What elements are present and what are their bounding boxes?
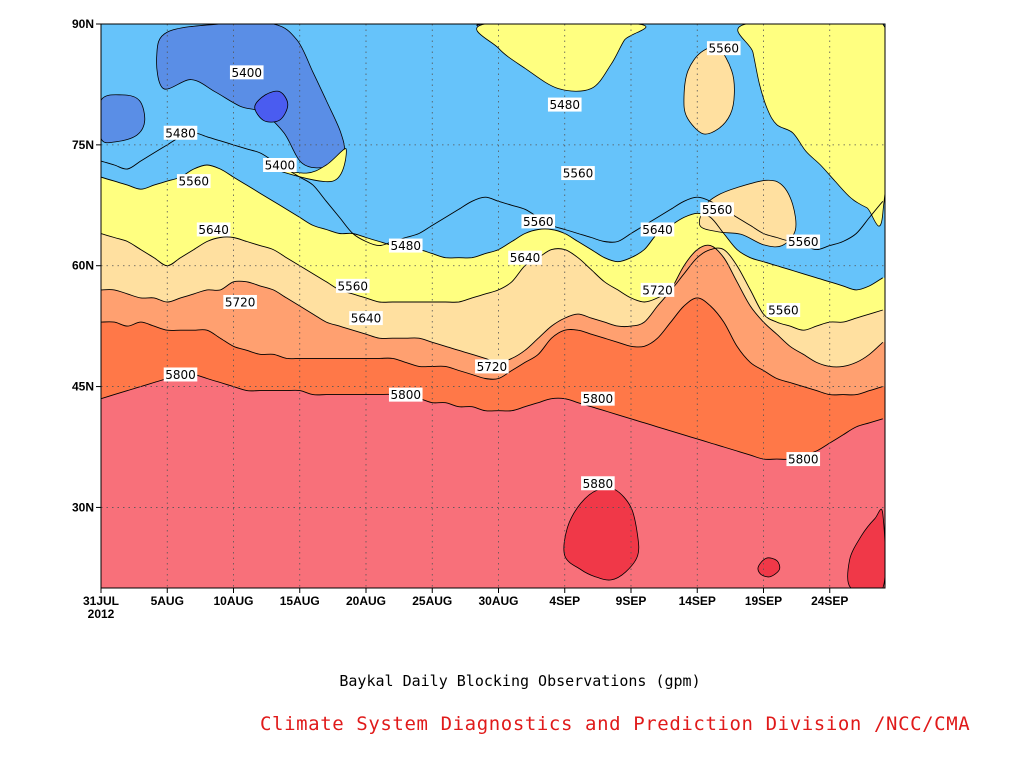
feature-high-1	[757, 557, 781, 578]
x-tick-label: 30AUG	[478, 594, 518, 608]
contour-label: 5560	[708, 42, 739, 56]
x-tick-label: 19SEP	[745, 594, 782, 608]
contour-line-5400	[101, 132, 884, 251]
x-tick-label: 5AUG	[151, 594, 184, 608]
x-tick-label: 10AUG	[213, 594, 253, 608]
contour-label: 5800	[788, 453, 819, 467]
plot-area	[101, 24, 885, 588]
contour-label: 5800	[583, 392, 614, 406]
contour-label: 5480	[390, 239, 421, 253]
contour-label-box-8	[561, 166, 595, 181]
plot-frame	[100, 23, 886, 589]
feature-band5480-15	[272, 148, 347, 183]
contour-label-box-15	[508, 250, 542, 265]
contour-line-5480	[101, 164, 884, 291]
x-tick-label: 14SEP	[679, 594, 716, 608]
feature-high-0	[563, 487, 640, 581]
x-tick-sublabel: 2012	[88, 607, 115, 621]
band-fill-5800	[101, 373, 885, 588]
contour-label: 5800	[165, 368, 196, 382]
contour-line-5560	[101, 233, 883, 331]
contour-label: 5720	[477, 360, 508, 374]
contour-label: 5400	[265, 159, 296, 173]
contour-label: 5560	[178, 175, 209, 189]
contour-label: 5640	[198, 223, 229, 237]
x-tick-label: 15AUG	[280, 594, 320, 608]
contour-label: 5560	[768, 304, 799, 318]
contour-label-box-11	[786, 234, 821, 249]
contour-line-5800	[101, 373, 883, 460]
contour-label: 5880	[583, 477, 614, 491]
contour-label-box-14	[349, 311, 383, 326]
contour-label-box-3	[388, 238, 423, 253]
x-tick-label: 31JUL	[83, 594, 119, 608]
contour-label-box-13	[196, 222, 231, 237]
contour-label-box-5	[176, 174, 211, 189]
x-tick-label: 4SEP	[549, 594, 580, 608]
chart-title: Baykal Daily Blocking Observations (gpm)	[339, 672, 701, 690]
x-tick-label: 25AUG	[412, 594, 452, 608]
contour-label: 5640	[510, 251, 541, 265]
y-tick-label: 60N	[72, 259, 94, 273]
contour-label: 5640	[351, 312, 382, 326]
contour-label-box-9	[706, 41, 741, 56]
contour-label: 5560	[523, 215, 554, 229]
contour-label: 5480	[165, 126, 196, 140]
contour-label: 5640	[642, 223, 673, 237]
contour-label-box-7	[521, 214, 556, 229]
gridlines	[101, 24, 885, 588]
contour-label: 5560	[702, 203, 733, 217]
contour-label-box-0	[229, 65, 264, 80]
contour-label-box-19	[640, 282, 675, 297]
feature-band5480-14	[737, 24, 885, 227]
contour-label-box-4	[547, 97, 582, 112]
contour-label: 5560	[563, 167, 594, 181]
feature-low-4	[101, 94, 146, 144]
contour-label: 5720	[225, 295, 256, 309]
contour-label: 5720	[642, 283, 673, 297]
contour-label-box-22	[581, 391, 615, 406]
contour-label-box-10	[700, 202, 734, 217]
y-tick-label: 75N	[72, 138, 94, 152]
x-tick-label: 9SEP	[616, 594, 647, 608]
y-tick-label: 30N	[72, 500, 94, 514]
contour-label-box-12	[766, 303, 801, 318]
contour-label-box-6	[335, 278, 370, 293]
contour-label: 5400	[231, 66, 262, 80]
y-tick-label: 90N	[72, 17, 94, 31]
contour-label-box-18	[475, 359, 509, 374]
contour-label: 5560	[337, 279, 368, 293]
contour-label-box-23	[786, 452, 821, 467]
contour-line-5720	[101, 297, 883, 396]
x-tick-label: 24SEP	[811, 594, 848, 608]
feature-warm-12	[698, 179, 797, 248]
contour-labels: 5400 5400 5480 5480 5480 5560 5560 5560 5560 5560…	[163, 41, 821, 491]
contour-label-box-16	[640, 222, 675, 237]
contour-label: 5560	[788, 235, 819, 249]
feature-warm-11	[683, 46, 735, 135]
feature-vlow-7	[254, 90, 289, 123]
feature-band5480-13	[476, 24, 647, 92]
credit-line: Climate System Diagnostics and Predictio…	[260, 713, 971, 735]
contour-label-box-24	[581, 476, 615, 491]
contour-label: 5480	[549, 98, 580, 112]
contour-label: 5800	[390, 388, 421, 402]
y-tick-label: 45N	[72, 380, 94, 394]
contour-label-box-2	[163, 125, 198, 140]
contour-label-box-1	[263, 158, 297, 172]
contour-label-box-21	[388, 387, 423, 402]
x-tick-label: 20AUG	[346, 594, 386, 608]
contour-label-box-20	[163, 367, 198, 382]
contour-label-box-17	[223, 294, 257, 309]
